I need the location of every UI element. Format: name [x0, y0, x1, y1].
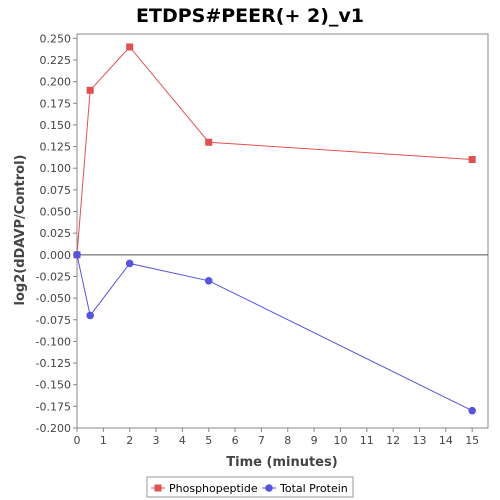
y-tick-label: -0.025 [36, 270, 71, 283]
chart-title: ETDPS#PEER(+ 2)_v1 [136, 5, 364, 27]
plot-area [76, 33, 489, 429]
x-tick-label: 2 [126, 434, 133, 447]
x-tick-label: 7 [258, 434, 265, 447]
x-tick-label: 12 [386, 434, 400, 447]
data-point-1 [468, 406, 476, 415]
y-tick-label: 0.225 [40, 54, 72, 67]
series-layer [73, 43, 476, 415]
x-tick-label: 9 [311, 434, 318, 447]
x-tick-label: 3 [153, 434, 160, 447]
data-point-1 [204, 276, 213, 285]
x-axis: 0 1 2 3 4 5 6 7 8 9 10 11 12 13 14 15 [74, 428, 479, 447]
y-tick-label: 0.250 [40, 32, 72, 45]
x-tick-label: 11 [360, 434, 374, 447]
legend-marker-1 [265, 484, 273, 492]
y-axis-label: log2(dDAVP/Control) [13, 155, 28, 306]
x-tick-label: 0 [74, 434, 81, 447]
y-tick-label: 0.200 [40, 76, 72, 89]
y-tick-label: 0.075 [40, 184, 72, 197]
legend-label-1: Total Protein [279, 482, 348, 495]
y-tick-label: 0.125 [40, 141, 72, 154]
y-tick-label: -0.175 [36, 400, 71, 413]
x-tick-label: 4 [179, 434, 186, 447]
y-tick-label: 0.025 [40, 227, 72, 240]
x-tick-label: 1 [100, 434, 107, 447]
data-point-1 [125, 259, 134, 268]
y-tick-label: -0.200 [36, 422, 71, 435]
y-tick-label: 0.050 [40, 206, 72, 219]
y-tick-label: -0.075 [36, 314, 71, 327]
y-tick-label: 0.175 [40, 97, 72, 110]
legend: Phosphopeptide Total Protein [146, 476, 354, 498]
data-point-1 [73, 251, 81, 259]
data-point-0 [126, 43, 134, 51]
y-tick-label: 0.000 [40, 249, 72, 262]
legend-box [146, 476, 354, 498]
x-axis-label: Time (minutes) [226, 455, 337, 470]
data-point-0 [86, 86, 94, 94]
data-point-0 [205, 138, 213, 146]
y-axis: -0.200 -0.175 -0.150 -0.125 -0.100 -0.075 -0.0… [36, 32, 77, 435]
x-tick-label: 14 [439, 434, 453, 447]
x-tick-label: 5 [205, 434, 212, 447]
x-tick-label: 6 [232, 434, 239, 447]
y-tick-label: 0.150 [40, 119, 72, 132]
x-tick-label: 10 [333, 434, 347, 447]
data-point-1 [86, 311, 94, 320]
x-tick-label: 8 [284, 434, 291, 447]
y-tick-label: -0.125 [36, 357, 71, 370]
y-tick-label: -0.050 [36, 292, 71, 305]
y-tick-label: 0.100 [40, 162, 72, 175]
legend-marker-0 [154, 484, 162, 492]
y-tick-label: -0.150 [36, 379, 71, 392]
y-tick-label: -0.100 [36, 335, 71, 348]
x-tick-label: 13 [413, 434, 427, 447]
x-tick-label: 15 [465, 434, 479, 447]
legend-label-0: Phosphopeptide [169, 482, 258, 495]
data-point-0 [468, 156, 476, 164]
